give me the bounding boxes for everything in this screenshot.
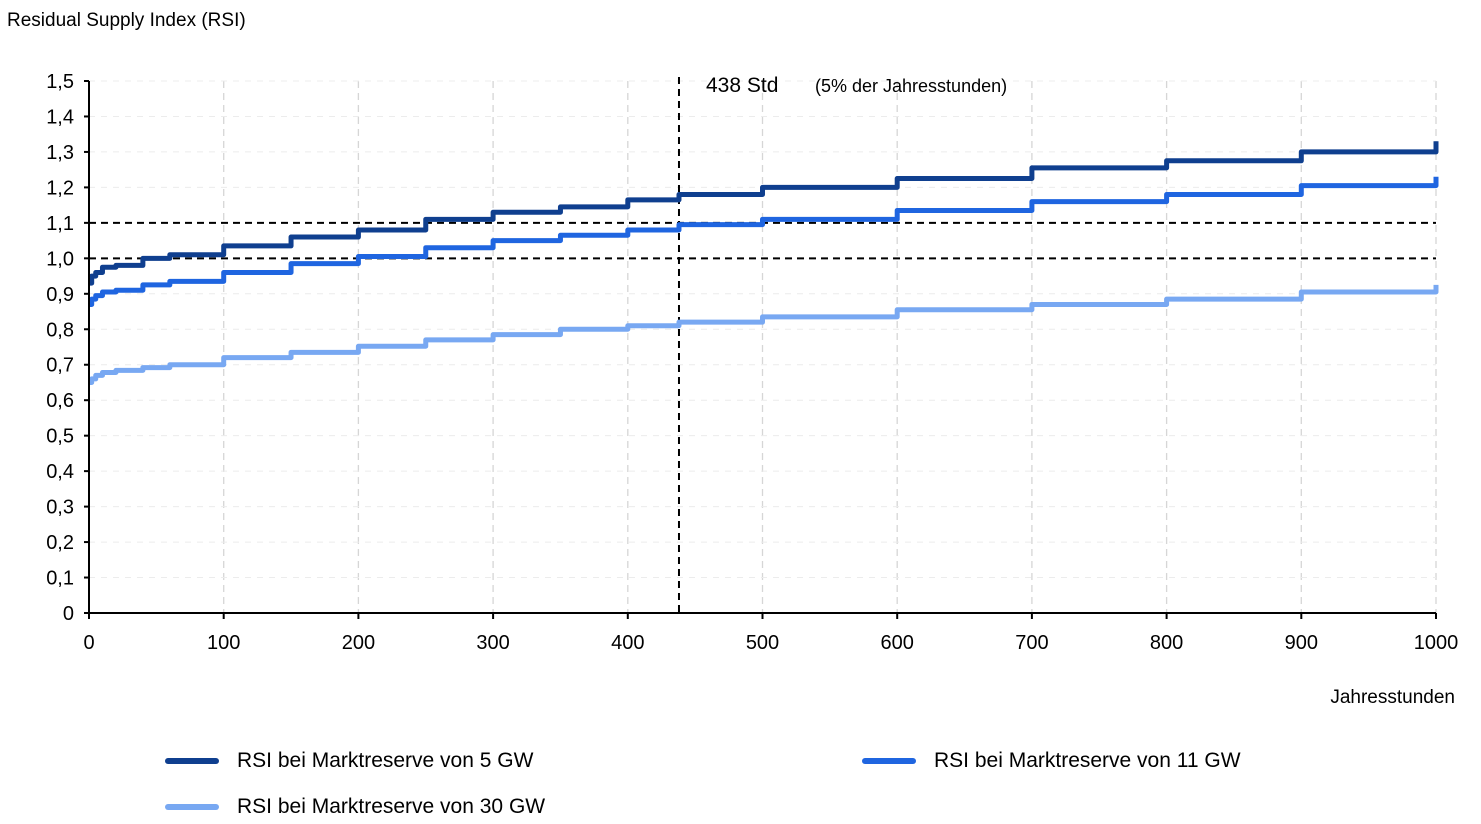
y-axis-title: Residual Supply Index (RSI) — [7, 10, 246, 31]
x-tick-label: 1000 — [1414, 632, 1459, 654]
x-tick-label: 0 — [83, 632, 94, 654]
y-tick-label: 0,7 — [46, 355, 74, 377]
series-line-3 — [89, 284, 1439, 385]
y-tick-label: 1,1 — [46, 213, 74, 235]
legend-item-11gw: RSI bei Marktreserve von 11 GW — [862, 749, 1241, 773]
series-lines — [89, 141, 1439, 385]
y-tick-label: 1,5 — [46, 71, 74, 93]
x-axis-title: Jahresstunden — [1330, 687, 1455, 708]
y-tick-label: 0,4 — [46, 461, 74, 483]
x-tick-label: 400 — [611, 632, 644, 654]
y-tick-label: 0 — [63, 603, 74, 625]
y-tick-label: 0,3 — [46, 497, 74, 519]
legend-swatch-5gw — [165, 758, 219, 764]
grid-lines — [89, 80, 1437, 613]
x-tick-label: 300 — [476, 632, 509, 654]
y-tick-label: 0,5 — [46, 426, 74, 448]
y-tick-label: 0,1 — [46, 568, 74, 590]
legend-swatch-30gw — [165, 804, 219, 810]
x-tick-label: 800 — [1150, 632, 1183, 654]
x-tick-label: 700 — [1015, 632, 1048, 654]
tick-labels: 0 0,1 0,2 0,3 0,4 0,5 0,6 0,7 0,8 0,9 1,0 1,1 1,2 1,3… — [46, 71, 1458, 654]
x-tick-label: 500 — [746, 632, 779, 654]
annotation-percent: (5% der Jahresstunden) — [815, 76, 1007, 96]
legend-label-5gw: RSI bei Marktreserve von 5 GW — [237, 749, 534, 772]
legend-swatch-11gw — [862, 758, 916, 764]
x-tick-label: 900 — [1285, 632, 1318, 654]
y-tick-label: 1,0 — [46, 248, 74, 270]
y-tick-label: 0,9 — [46, 284, 74, 306]
x-tick-label: 600 — [881, 632, 914, 654]
axes — [84, 80, 1437, 619]
y-tick-label: 0,6 — [46, 390, 74, 412]
series-line-1 — [89, 141, 1439, 286]
y-tick-label: 0,8 — [46, 319, 74, 341]
y-tick-label: 1,2 — [46, 177, 74, 199]
annotation-hours: 438 Std — [706, 74, 778, 97]
series-line-2 — [89, 176, 1439, 307]
legend-item-30gw: RSI bei Marktreserve von 30 GW — [165, 795, 545, 819]
legend-label-11gw: RSI bei Marktreserve von 11 GW — [934, 749, 1241, 772]
x-tick-label: 200 — [342, 632, 375, 654]
y-tick-label: 1,3 — [46, 142, 74, 164]
legend-item-5gw: RSI bei Marktreserve von 5 GW — [165, 749, 533, 773]
x-tick-label: 100 — [207, 632, 240, 654]
y-tick-label: 1,4 — [46, 106, 74, 128]
legend-label-30gw: RSI bei Marktreserve von 30 GW — [237, 795, 546, 818]
y-tick-label: 0,2 — [46, 532, 74, 554]
